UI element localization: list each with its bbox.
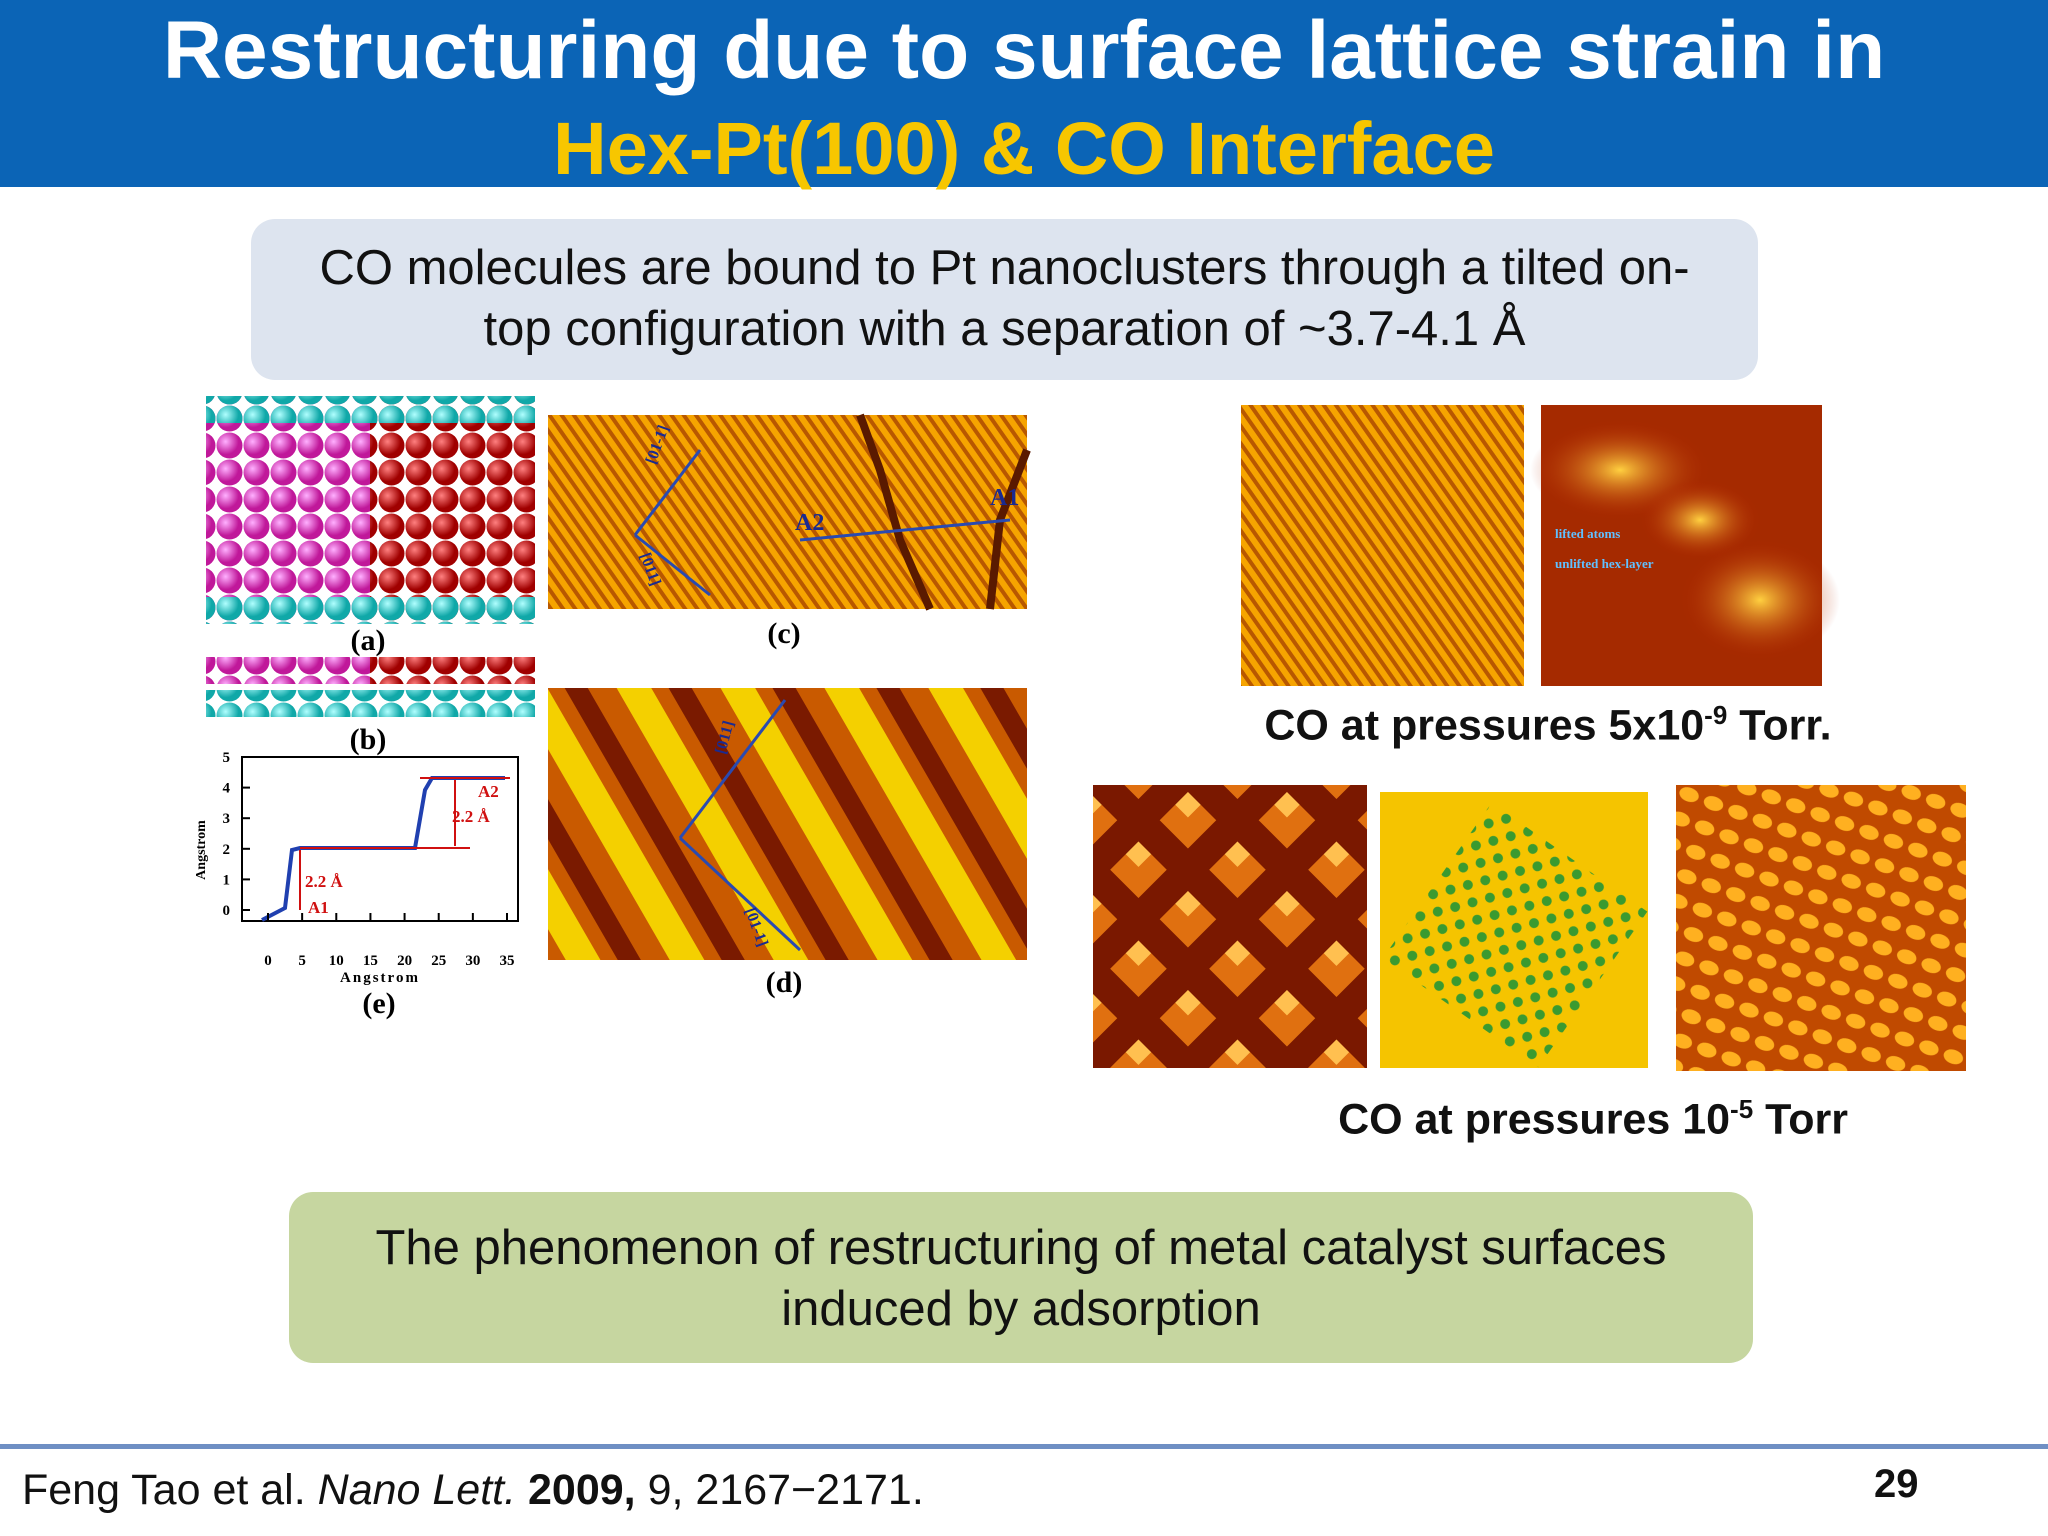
y-axis-label: Angstrom (194, 820, 209, 880)
caption-text: CO at pressures 10 (1338, 1095, 1731, 1144)
callout-bottom: The phenomenon of restructuring of metal… (289, 1192, 1753, 1363)
plot-annotation: A1 (308, 898, 329, 917)
journal: Nano Lett. (317, 1466, 517, 1514)
x-tick-label: 25 (431, 953, 446, 969)
title: Restructuring due to surface lattice str… (162, 5, 1886, 96)
panel-label: (b) (350, 723, 387, 756)
panel-label: (c) (767, 617, 800, 650)
callout-line: induced by adsorption (781, 1282, 1261, 1336)
panel-label: (e) (362, 987, 395, 1020)
y-tick-label: 4 (223, 781, 231, 797)
y-tick-label: 1 (223, 872, 231, 888)
x-tick-label: 15 (363, 953, 378, 969)
x-tick-label: 5 (298, 953, 306, 969)
panel-label: (a) (351, 624, 386, 657)
x-tick-label: 10 (329, 953, 344, 969)
plot-annotation: 2.2 Å (452, 807, 491, 826)
y-tick-label: 0 (223, 903, 231, 919)
site-label: A2 (795, 510, 824, 536)
plot-annotation: A2 (478, 782, 499, 801)
x-tick-label: 30 (465, 953, 480, 969)
x-tick-label: 35 (500, 953, 515, 969)
footer-rule (0, 1444, 2048, 1449)
caption-exponent: -9 (1704, 700, 1728, 730)
details: 9, 2167−2171. (647, 1466, 924, 1514)
callout-line: top configuration with a separation of ~… (483, 302, 1526, 356)
authors: Feng Tao et al. (22, 1466, 306, 1514)
caption: CO at pressures 5x10-9 Torr. (1148, 700, 1948, 750)
x-tick-label: 0 (264, 953, 272, 969)
image-label: unlifted hex-layer (1555, 556, 1654, 571)
subtitle: Hex-Pt(100) & CO Interface (553, 107, 1495, 190)
citation: Feng Tao et al. Nano Lett. 2009, 9, 2167… (22, 1466, 924, 1515)
y-tick-label: 3 (223, 811, 231, 827)
site-label: A1 (990, 485, 1019, 511)
x-axis-label: Angstrom (340, 970, 420, 986)
x-tick-label: 20 (397, 953, 412, 969)
caption-text: Torr (1765, 1095, 1848, 1144)
callout-line: The phenomenon of restructuring of metal… (375, 1221, 1667, 1275)
y-tick-label: 5 (223, 750, 231, 766)
panel-label: (d) (766, 966, 803, 999)
caption-text: CO at pressures 5x10 (1264, 701, 1705, 750)
caption-text: Torr. (1739, 701, 1832, 750)
callout-top: CO molecules are bound to Pt nanocluster… (251, 219, 1758, 380)
year: 2009, (528, 1466, 636, 1514)
page-number: 29 (1874, 1462, 1919, 1506)
callout-line: CO molecules are bound to Pt nanocluster… (319, 241, 1690, 295)
plot-annotation: 2.2 Å (305, 872, 344, 891)
image-label: lifted atoms (1555, 526, 1620, 541)
header-bar (0, 0, 2048, 187)
caption-exponent: -5 (1730, 1094, 1754, 1124)
caption: CO at pressures 10-5 Torr (1193, 1094, 1993, 1144)
y-tick-label: 2 (223, 842, 231, 858)
